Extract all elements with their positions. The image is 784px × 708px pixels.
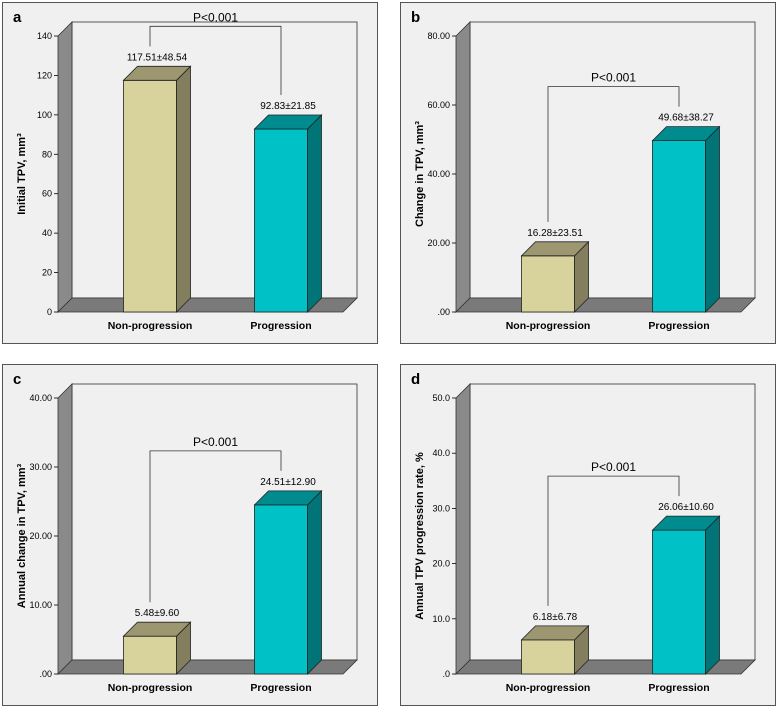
y-tick-label: 20 [42,268,52,278]
bar-non-progression [521,639,575,675]
y-tick-label: 60 [42,189,52,199]
significance-bracket [547,475,680,606]
x-category-label: Non-progression [506,320,591,332]
bar-progression [254,504,308,675]
y-tick-label: 20.00 [29,531,52,541]
p-value-annotation: P<0.001 [193,10,238,24]
chart-panel-c: c Annual change in TPV, mm³ .00 10.00 20.0… [2,364,378,706]
x-category-label: Non-progression [108,320,193,332]
x-category-label: Non-progression [108,682,193,694]
y-tick-label: 10.0 [432,614,450,624]
bar-top-face [122,621,192,637]
bar-top-face [520,625,590,641]
chart-svg-d: .0 10.0 20.0 30.0 40.0 50.0 6.18±6.78 Non-progr… [432,383,756,694]
significance-bracket [149,450,282,603]
y-tick-label: 30.0 [432,503,450,513]
significance-bracket [547,86,680,222]
y-tick-label: 30.00 [29,462,52,472]
y-tick-label: 100 [37,110,52,120]
plot-left-wall [455,21,471,313]
x-category-label: Progression [250,682,311,694]
y-tick-label: .00 [437,307,450,317]
data-label: 24.51±12.90 [260,477,316,488]
y-tick-label: 10.00 [29,600,52,610]
data-label: 117.51±48.54 [127,52,188,63]
bar-side-face [176,65,191,313]
y-tick-label: 20.0 [432,559,450,569]
y-tick-label: 40 [42,228,52,238]
y-tick-label: 40.00 [29,393,52,403]
bar-progression [652,140,706,313]
bar-side-face [705,515,720,675]
bar-progression [254,128,308,313]
chart-panel-a: a Initial TPV, mm³ 0 20 40 60 80 100 120 140 117… [2,2,378,344]
chart-svg-a: 0 20 40 60 80 100 120 140 117.51±48.54 Non-progre… [37,10,358,332]
y-tick-label: 40.00 [427,169,450,179]
bar-top-face [651,126,721,142]
x-category-label: Progression [648,682,709,694]
bar-top-face [651,515,721,531]
plot-left-wall [455,383,471,675]
bar-top-face [253,490,323,506]
data-label: 49.68±38.27 [658,113,714,124]
data-label: 5.48±9.60 [135,608,180,619]
y-tick-label: 80 [42,149,52,159]
plot-left-wall [57,383,73,675]
bar-side-face [705,125,720,313]
bar-side-face [307,114,322,313]
significance-bracket [149,25,282,95]
y-tick-label: .00 [39,669,52,679]
chart-panel-b: b Change in TPV, mm³ .00 20.00 40.00 60.00 8… [400,2,776,344]
y-tick-label: 80.00 [427,31,450,41]
data-label: 26.06±10.60 [658,502,714,513]
plot-left-wall [57,21,73,313]
panel-letter-c: c [13,371,22,388]
bar-top-face [520,241,590,257]
x-category-label: Progression [250,320,311,332]
y-tick-label: 140 [37,31,52,41]
x-category-label: Non-progression [506,682,591,694]
p-value-annotation: P<0.001 [193,435,238,449]
bar-non-progression [123,79,177,313]
y-tick-label: 20.00 [427,238,450,248]
x-category-label: Progression [648,320,709,332]
p-value-annotation: P<0.001 [591,71,636,85]
y-tick-label: 120 [37,70,52,80]
chart-svg-c: .00 10.00 20.00 30.00 40.00 5.48±9.60 Non-prog… [29,383,358,694]
y-tick-label: 60.00 [427,100,450,110]
panel-letter-a: a [13,9,22,26]
bar-non-progression [123,635,177,675]
p-value-annotation: P<0.001 [591,460,636,474]
data-label: 92.83±21.85 [260,101,316,112]
data-label: 16.28±23.51 [527,228,583,239]
data-label: 6.18±6.78 [533,612,578,623]
bar-non-progression [521,255,575,313]
bar-side-face [307,489,322,675]
chart-svg-b: .00 20.00 40.00 60.00 80.00 16.28±23.51 Non-pr… [427,21,756,332]
panel-letter-b: b [411,9,421,26]
bar-progression [652,529,706,675]
chart-panel-d: d Annual TPV progression rate, % .0 10.0 2… [400,364,776,706]
bar-top-face [253,114,323,130]
y-tick-label: .0 [442,669,450,679]
y-tick-label: 50.0 [432,393,450,403]
y-tick-label: 0 [47,307,52,317]
panel-letter-d: d [411,371,421,388]
bar-top-face [122,65,192,81]
y-tick-label: 40.0 [432,448,450,458]
